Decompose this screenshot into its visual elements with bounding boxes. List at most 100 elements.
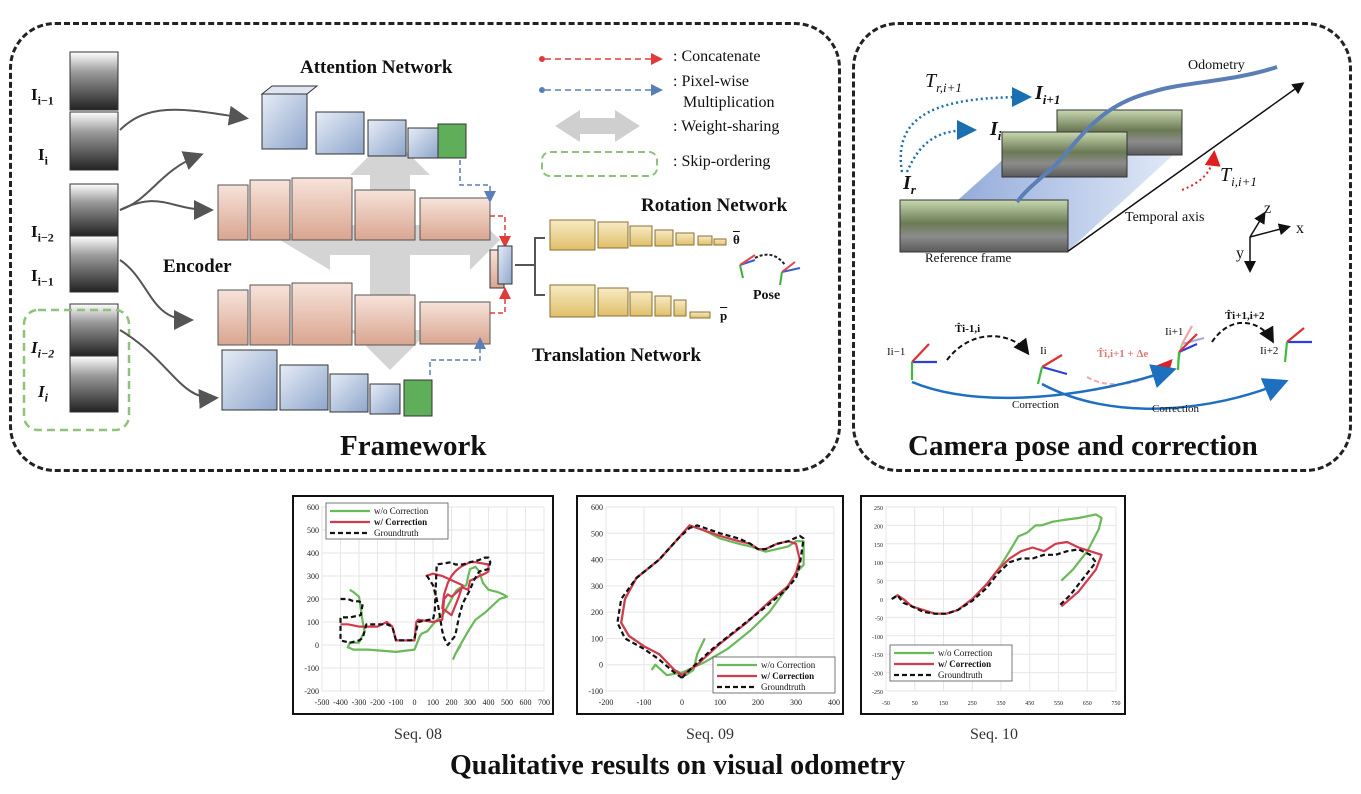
- attention-blocks-top: [260, 85, 467, 159]
- seq09-chart: -200 -100 0 100 200 300 400 -100 0 100 200 300 400 50…: [588, 503, 840, 707]
- pixel-arrow-bottom: [429, 337, 486, 375]
- x-tick-label: -200: [370, 698, 385, 707]
- encoder-blocks-bottom: [217, 282, 491, 346]
- axis-y-label: y: [1236, 245, 1244, 262]
- plot-seq10: -50 50 150 250 350 450 550 650 750 -250 -200 -150 -1…: [860, 495, 1126, 715]
- x-tick-label: 700: [538, 698, 550, 707]
- y-tick-label: 0: [880, 598, 883, 604]
- x-tick-label: 300: [790, 698, 802, 707]
- pose-node-3: [1176, 325, 1205, 371]
- x-tick-label: 0: [413, 698, 417, 707]
- x-tick-label: 150: [939, 701, 948, 707]
- series-line-w-correction: [340, 561, 490, 642]
- y-tick-label: 100: [874, 561, 883, 567]
- skip-ordering-box: [22, 308, 131, 432]
- i-next-label: Ii+1: [1035, 82, 1061, 107]
- concat-feature-block: [489, 237, 545, 296]
- t-r-arrow-2: [905, 120, 977, 173]
- concat-arrow-top: [490, 215, 511, 248]
- y-tick-label: -100: [872, 635, 883, 641]
- y-tick-label: 0: [599, 661, 603, 670]
- x-tick-label: 400: [828, 698, 840, 707]
- x-tick-label: 200: [752, 698, 764, 707]
- plot-seq08: -500 -400 -300 -200 -100 0 100 200 300 400 500 600 7…: [292, 495, 554, 715]
- y-tick-label: 500: [591, 529, 603, 538]
- legend-pixelwise: : Pixel-wise: [673, 73, 749, 90]
- input-label-3: Ii−2: [31, 222, 54, 245]
- camera-diagram: [899, 65, 1312, 410]
- series-line-groundtruth: [616, 524, 805, 679]
- y-tick-label: 300: [307, 572, 319, 581]
- x-tick-label: -50: [882, 701, 890, 707]
- x-tick-label: -400: [333, 698, 348, 707]
- t-i-label: Ti,i+1: [1220, 164, 1257, 189]
- y-tick-label: -200: [872, 672, 883, 678]
- series-line-w-correction: [620, 524, 801, 677]
- input-label-6: Ii: [38, 382, 48, 405]
- caption-seq09: Seq. 09: [686, 726, 734, 743]
- caption-seq08: Seq. 08: [394, 726, 442, 743]
- seq10-chart: -50 50 150 250 350 450 550 650 750 -250 -200 -150 -1…: [872, 506, 1121, 707]
- y-tick-label: 200: [591, 608, 603, 617]
- x-tick-label: 750: [1112, 701, 1121, 707]
- caption-seq10: Seq. 10: [970, 726, 1018, 743]
- legend-concatenate: : Concatenate: [673, 48, 761, 65]
- y-tick-label: 200: [307, 595, 319, 604]
- t-r-arrow: [899, 87, 1032, 173]
- series-line-groundtruth: [339, 556, 492, 647]
- reference-frame: [899, 199, 1069, 253]
- pose-node-2: [1036, 354, 1068, 385]
- input-label-5: Ii−2: [31, 338, 55, 361]
- t-r-label: Tr,i+1: [925, 70, 962, 95]
- pixel-arrow-top: [459, 160, 496, 203]
- y-tick-label: 100: [307, 618, 319, 627]
- series-line-w-correction: [891, 540, 1103, 615]
- framework-legend-icons: [539, 53, 663, 177]
- legend-label: w/o Correction: [938, 648, 993, 658]
- pose-graph: [910, 322, 1312, 410]
- encoder-label: Encoder: [163, 256, 232, 277]
- reference-frame-label: Reference frame: [925, 250, 1012, 265]
- legend-label: w/o Correction: [374, 506, 429, 516]
- translation-network-label: Translation Network: [532, 345, 702, 366]
- i-ref-label: Ir: [903, 172, 916, 197]
- node-label-4: Ii+2: [1260, 345, 1279, 357]
- translation-blocks: [549, 284, 711, 319]
- y-tick-label: 50: [877, 580, 883, 586]
- x-tick-label: -100: [389, 698, 404, 707]
- x-tick-label: 300: [464, 698, 476, 707]
- p-label: p: [720, 308, 728, 323]
- legend-weight-sharing: : Weight-sharing: [673, 118, 780, 135]
- x-tick-label: 650: [1083, 701, 1092, 707]
- y-tick-label: 150: [874, 543, 883, 549]
- y-tick-label: -100: [588, 687, 603, 696]
- legend-label: w/ Correction: [938, 659, 991, 669]
- correction-label-1: Correction: [1012, 399, 1060, 411]
- y-tick-label: -100: [304, 664, 319, 673]
- temporal-axis-label: Temporal axis: [1125, 210, 1205, 225]
- x-tick-label: 200: [446, 698, 458, 707]
- y-tick-label: -200: [304, 687, 319, 696]
- framework-title: Framework: [340, 430, 487, 462]
- x-tick-label: -100: [637, 698, 652, 707]
- x-tick-label: 550: [1054, 701, 1063, 707]
- concat-arrow-bottom: [490, 287, 511, 314]
- odometry-trail: [1015, 65, 1278, 204]
- legend-label: w/ Correction: [374, 517, 427, 527]
- pose-axes-icon: [739, 253, 801, 286]
- y-tick-label: 600: [591, 503, 603, 512]
- x-tick-label: -200: [599, 698, 614, 707]
- legend-label: Groundtruth: [938, 670, 983, 680]
- y-tick-label: 400: [307, 549, 319, 558]
- x-tick-label: 600: [520, 698, 532, 707]
- y-tick-label: 400: [591, 556, 603, 565]
- input-label-4: Ii−1: [31, 266, 54, 289]
- i-cur-label: Ii: [990, 118, 1002, 143]
- legend-pixelwise-2: Multiplication: [683, 94, 775, 111]
- seq08-chart: -500 -400 -300 -200 -100 0 100 200 300 400 500 600 7…: [304, 502, 550, 707]
- axis-z-label: z: [1264, 200, 1272, 217]
- y-tick-label: 600: [307, 503, 319, 512]
- legend-skip-ordering: : Skip-ordering: [673, 153, 771, 170]
- framework-diagram: [22, 51, 801, 432]
